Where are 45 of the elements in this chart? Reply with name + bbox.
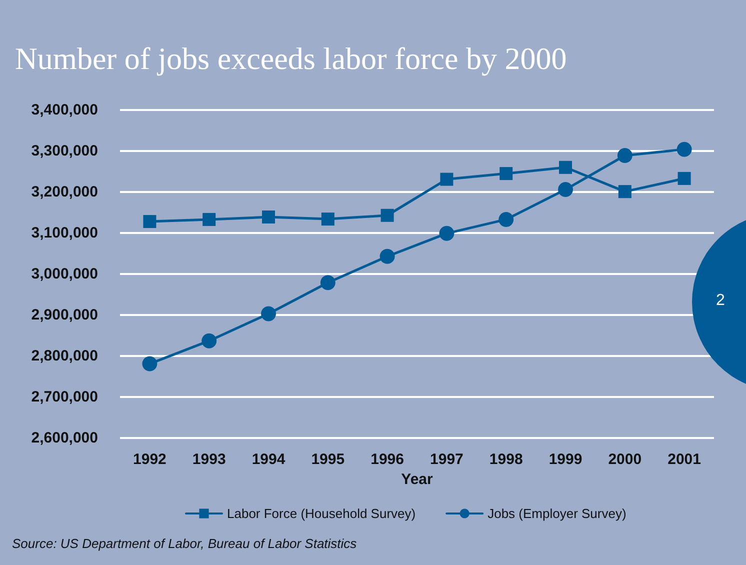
x-tick-label: 1996: [370, 451, 404, 468]
y-tick-label: 3,200,000: [31, 184, 98, 200]
x-axis-title: Year: [401, 470, 434, 488]
x-tick-label: 1993: [192, 451, 226, 468]
legend-label: Labor Force (Household Survey): [227, 506, 416, 521]
x-tick-label: 1994: [252, 451, 286, 468]
legend-label: Jobs (Employer Survey): [488, 506, 626, 521]
y-tick-label: 3,400,000: [31, 102, 98, 118]
point: [321, 212, 334, 226]
point: [498, 212, 514, 227]
point: [142, 356, 158, 372]
point: [618, 185, 632, 198]
source-note: Source: US Department of Labor, Bureau of Labor Statistics: [12, 536, 358, 551]
point: [500, 167, 513, 180]
y-tick-label: 3,100,000: [31, 224, 98, 242]
y-tick-label: 3,300,000: [31, 142, 98, 160]
point: [143, 215, 156, 228]
x-tick-label: 2001: [668, 451, 701, 468]
point: [261, 306, 276, 322]
point: [439, 226, 454, 241]
chart-title: Number of jobs exceeds labor force by 2000: [15, 41, 567, 76]
y-tick-label: 2,600,000: [31, 430, 98, 446]
point: [380, 248, 395, 264]
x-tick-label: 1999: [548, 451, 582, 468]
x-tick-label: 2000: [608, 451, 642, 468]
point: [380, 208, 394, 222]
y-tick-label: 2,800,000: [31, 348, 98, 364]
point: [558, 182, 573, 198]
x-tick-label: 1995: [311, 451, 345, 468]
y-tick-label: 3,000,000: [31, 266, 98, 282]
text: 2: [716, 292, 725, 310]
y-tick-label: 2,700,000: [31, 388, 98, 406]
x-tick-label: 1998: [489, 451, 523, 468]
point: [676, 142, 692, 157]
point: [262, 210, 275, 224]
point: [202, 333, 217, 348]
point: [559, 160, 572, 174]
y-tick-label: 2,900,000: [31, 306, 98, 324]
point: [202, 212, 216, 226]
point: [617, 148, 632, 164]
point: [320, 275, 336, 290]
x-tick-label: 1997: [430, 451, 464, 468]
x-tick-label: 1992: [133, 451, 166, 468]
point: [440, 172, 454, 186]
point: [678, 172, 691, 185]
